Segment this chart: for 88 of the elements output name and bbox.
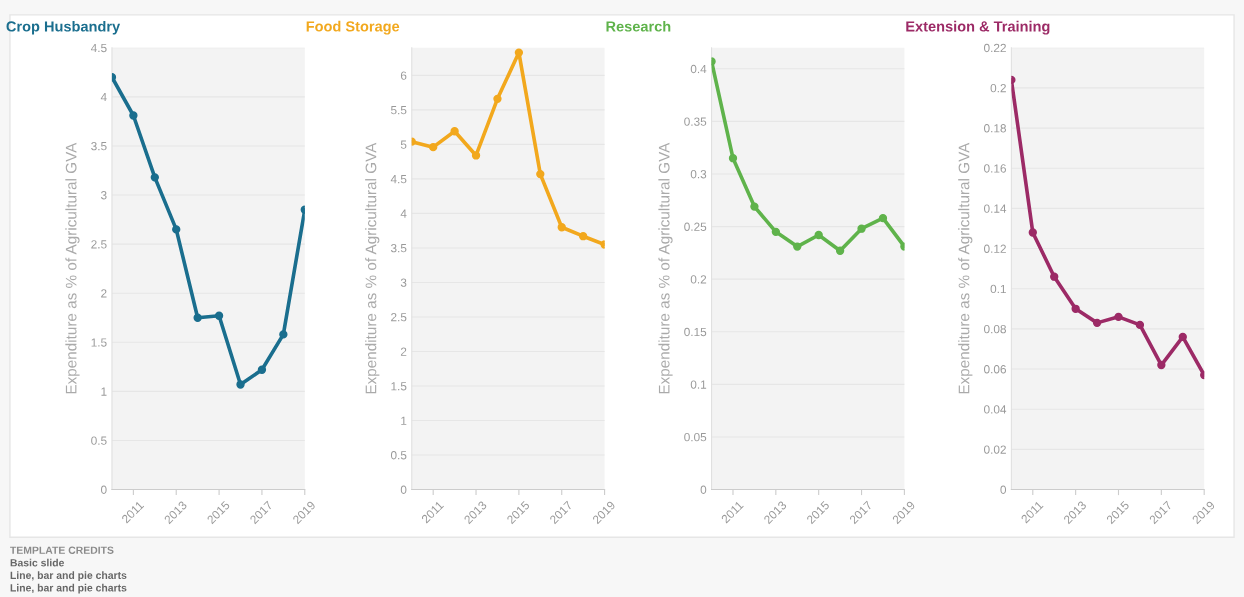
y-tick-label: 4.5 [90,43,107,53]
y-tick-label: 3 [400,278,407,287]
point [1050,272,1059,281]
y-axis-title: Expenditure as % of Agricultural GVA [658,142,673,394]
point [835,246,845,255]
point [1135,320,1145,330]
y-tick-label: 0.18 [984,124,1006,133]
y-tick-label: 0 [1000,485,1007,494]
y-tick-label: 1.5 [91,338,107,347]
y-tick-label: 0.25 [684,222,707,231]
y-tick-label: 3.5 [91,141,107,151]
y-tick-label: 0.05 [684,432,707,442]
point [1028,228,1037,237]
point [1071,304,1080,313]
point [1178,332,1187,342]
point [878,213,888,223]
chart-title: Extension & Training [906,20,1050,35]
y-tick-label: 2.5 [391,313,407,322]
point [214,311,224,320]
point [172,225,181,234]
point [557,223,566,232]
point [750,202,759,211]
chart-title: Research [606,20,671,32]
y-tick-label: 0.02 [984,445,1006,454]
y-axis-title: Expenditure as % of Agricultural GVA [958,142,973,394]
text: Line, bar and pie charts [10,571,127,582]
y-tick-label: 0 [101,485,107,494]
y-tick-label: 4 [100,93,107,102]
point [471,151,481,160]
point [793,242,802,251]
y-tick-label: 0 [700,485,707,494]
y-tick-label: 0.04 [984,405,1007,414]
text: TEMPLATE CREDITS [10,546,114,554]
y-tick-label: 2 [400,347,407,356]
y-tick-label: 1.5 [391,382,407,391]
y-tick-label: 0 [400,485,407,494]
chart-title: Food Storage [306,20,400,35]
y-tick-label: 0.2 [690,275,707,284]
y-tick-label: 4.5 [390,175,407,184]
text: Line, bar and pie charts [10,583,127,594]
y-tick-label: 0.5 [91,436,107,445]
y-axis-title: Expenditure as % of Agricultural GVA [65,142,80,394]
y-tick-label: 3 [100,191,107,200]
y-tick-label: 0.1 [690,380,707,389]
y-tick-label: 1 [101,387,107,396]
y-tick-label: 0.16 [984,164,1006,173]
y-tick-label: 0.5 [390,451,407,460]
point [236,380,245,389]
y-tick-label: 6 [400,71,407,80]
y-tick-label: 4 [400,209,407,218]
point [514,48,524,57]
y-tick-label: 3.5 [390,243,407,253]
y-tick-label: 0.4 [690,64,707,74]
y-tick-label: 2.5 [91,240,107,249]
y-tick-label: 0.12 [984,244,1006,253]
y-tick-label: 0.1 [990,284,1006,294]
y-tick-label: 1 [401,416,407,425]
point [150,173,159,182]
y-tick-label: 5 [400,140,407,149]
point [728,154,738,163]
point [493,94,502,104]
point [814,230,823,240]
point [578,232,588,241]
point [771,227,781,237]
point [1114,312,1123,322]
chart-title: Crop Husbandry [6,20,121,35]
y-tick-label: 0.15 [684,327,707,337]
point [257,365,267,374]
point [1092,318,1102,328]
point [429,142,438,152]
y-tick-label: 0.2 [990,83,1006,93]
point [450,127,459,136]
point [279,330,288,339]
y-axis-title: Expenditure as % of Agricultural GVA [365,142,380,394]
y-tick-label: 0.35 [684,117,707,126]
point [129,111,138,120]
point [193,313,202,322]
point [857,224,866,233]
y-tick-label: 0.3 [690,170,707,179]
y-tick-label: 0.14 [984,204,1007,213]
text: Basic slide [10,558,65,567]
y-tick-label: 2 [101,289,107,298]
point [536,169,545,179]
y-tick-label: 5.5 [390,106,407,115]
y-tick-label: 0.22 [984,43,1006,53]
y-tick-label: 0.08 [984,324,1006,334]
y-tick-label: 0.06 [984,365,1006,374]
point [1157,360,1166,370]
